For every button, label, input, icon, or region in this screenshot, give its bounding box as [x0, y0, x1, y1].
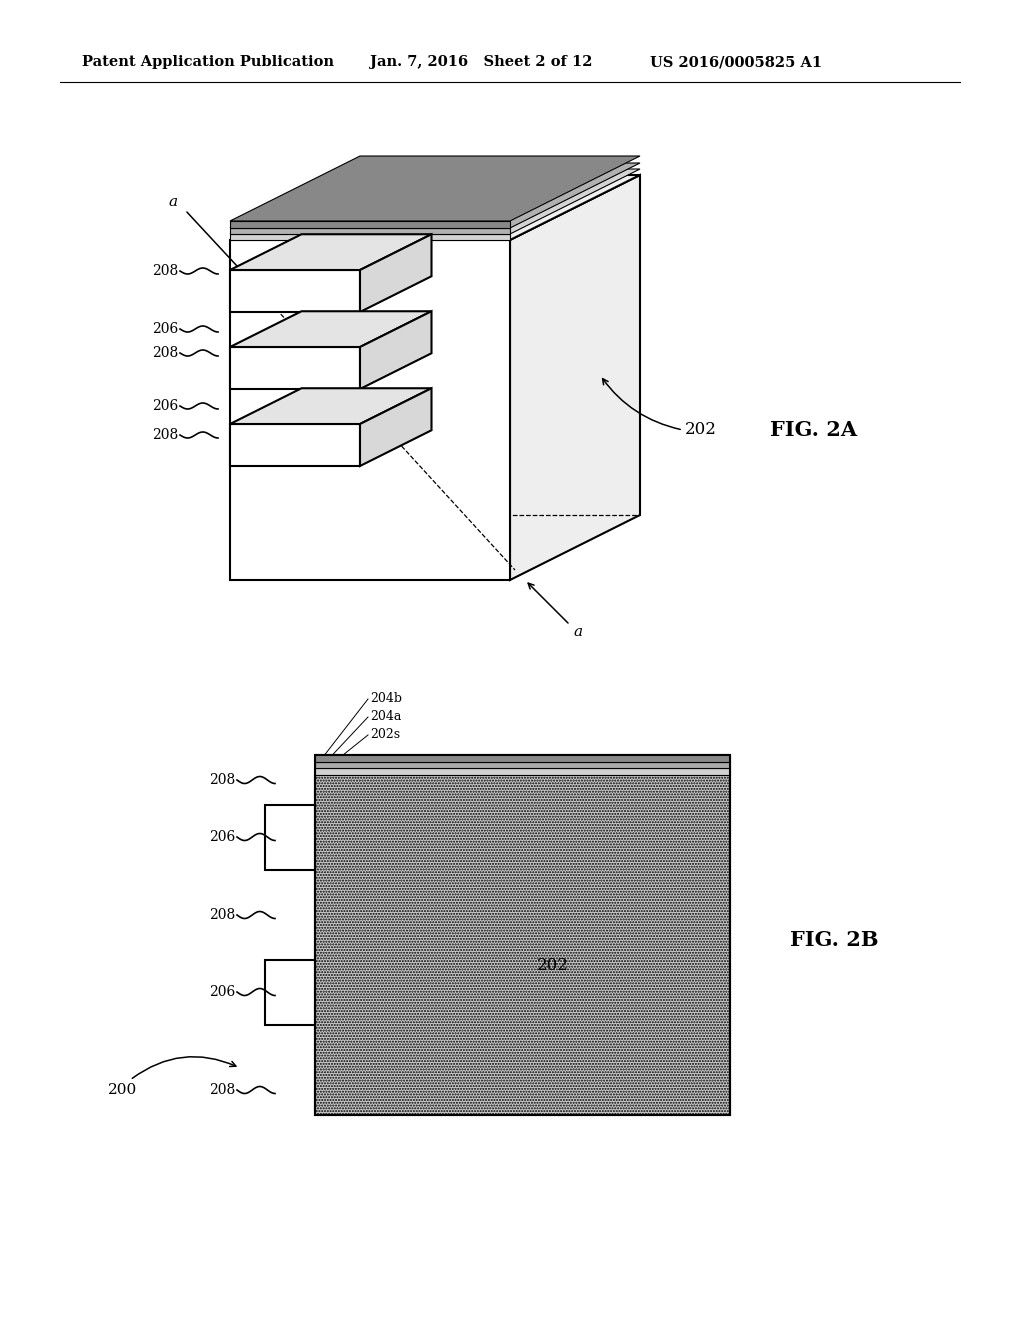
Polygon shape — [230, 169, 640, 234]
Text: 204a: 204a — [370, 710, 401, 723]
Text: 208: 208 — [152, 264, 178, 279]
Text: FIG. 2B: FIG. 2B — [790, 931, 879, 950]
Text: 208: 208 — [209, 1082, 234, 1097]
Polygon shape — [510, 176, 640, 579]
Text: 200: 200 — [108, 1082, 137, 1097]
Polygon shape — [230, 388, 431, 424]
Polygon shape — [230, 162, 640, 228]
Polygon shape — [360, 234, 431, 312]
Text: 208: 208 — [152, 428, 178, 442]
Bar — [265, 960, 315, 1026]
Text: 204b: 204b — [370, 693, 402, 705]
Text: 208: 208 — [152, 346, 178, 360]
Text: 202s: 202s — [370, 729, 400, 742]
Text: Patent Application Publication: Patent Application Publication — [82, 55, 334, 69]
Bar — [315, 768, 730, 775]
Polygon shape — [230, 234, 431, 271]
Polygon shape — [230, 234, 510, 240]
Bar — [315, 762, 730, 768]
Polygon shape — [230, 424, 360, 466]
Polygon shape — [230, 312, 431, 347]
Polygon shape — [230, 176, 640, 240]
Text: 206: 206 — [152, 399, 178, 413]
Polygon shape — [230, 156, 640, 220]
Text: 202: 202 — [537, 957, 568, 974]
Bar — [265, 805, 315, 870]
Polygon shape — [360, 312, 431, 389]
Polygon shape — [230, 240, 510, 579]
Text: 206: 206 — [152, 322, 178, 337]
Polygon shape — [230, 271, 360, 312]
Polygon shape — [230, 228, 510, 234]
Text: 204b: 204b — [450, 197, 482, 210]
Text: FIG. 2A: FIG. 2A — [770, 420, 857, 440]
Polygon shape — [230, 347, 360, 389]
Bar — [315, 754, 730, 762]
Polygon shape — [230, 220, 510, 228]
Text: a: a — [169, 195, 178, 209]
Bar — [315, 775, 730, 1115]
Text: 208: 208 — [209, 774, 234, 787]
Polygon shape — [360, 388, 431, 466]
Text: 202s: 202s — [450, 230, 480, 243]
Text: 206: 206 — [209, 830, 234, 843]
Text: US 2016/0005825 A1: US 2016/0005825 A1 — [650, 55, 822, 69]
Text: 202: 202 — [685, 421, 717, 438]
Text: Jan. 7, 2016   Sheet 2 of 12: Jan. 7, 2016 Sheet 2 of 12 — [370, 55, 593, 69]
Text: 206: 206 — [209, 985, 234, 999]
Text: a: a — [573, 624, 582, 639]
Text: 204a: 204a — [450, 214, 481, 227]
Text: 208: 208 — [209, 908, 234, 921]
